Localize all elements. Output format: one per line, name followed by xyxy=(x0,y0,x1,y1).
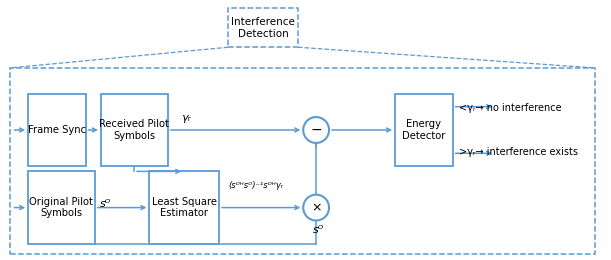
Bar xyxy=(101,94,167,166)
Bar xyxy=(228,9,298,47)
Text: >γᵣ→ interference exists: >γᵣ→ interference exists xyxy=(459,147,577,157)
Ellipse shape xyxy=(303,195,329,220)
Ellipse shape xyxy=(303,117,329,143)
Bar xyxy=(28,94,86,166)
Text: sᴼ: sᴼ xyxy=(313,225,324,235)
Bar xyxy=(10,68,595,254)
Text: −: − xyxy=(310,123,322,137)
Text: Received Pilot
Symbols: Received Pilot Symbols xyxy=(99,119,169,141)
Text: sᴼ: sᴼ xyxy=(100,199,111,209)
Bar xyxy=(149,171,219,244)
Bar xyxy=(395,94,453,166)
Bar xyxy=(28,171,95,244)
Text: Original Pilot
Symbols: Original Pilot Symbols xyxy=(29,197,93,218)
Text: Frame Sync: Frame Sync xyxy=(27,125,86,135)
Text: (sᴼᴴsᴼ)⁻¹sᴼᴴγᵣ: (sᴼᴴsᴼ)⁻¹sᴼᴴγᵣ xyxy=(228,181,283,190)
Text: Energy
Detector: Energy Detector xyxy=(402,119,445,141)
Text: Least Square
Estimator: Least Square Estimator xyxy=(152,197,217,218)
Text: <γᵣ→ no interference: <γᵣ→ no interference xyxy=(459,103,562,113)
Text: ×: × xyxy=(311,201,321,214)
Text: γᵣ: γᵣ xyxy=(181,113,191,123)
Text: Interference
Detection: Interference Detection xyxy=(231,17,295,39)
